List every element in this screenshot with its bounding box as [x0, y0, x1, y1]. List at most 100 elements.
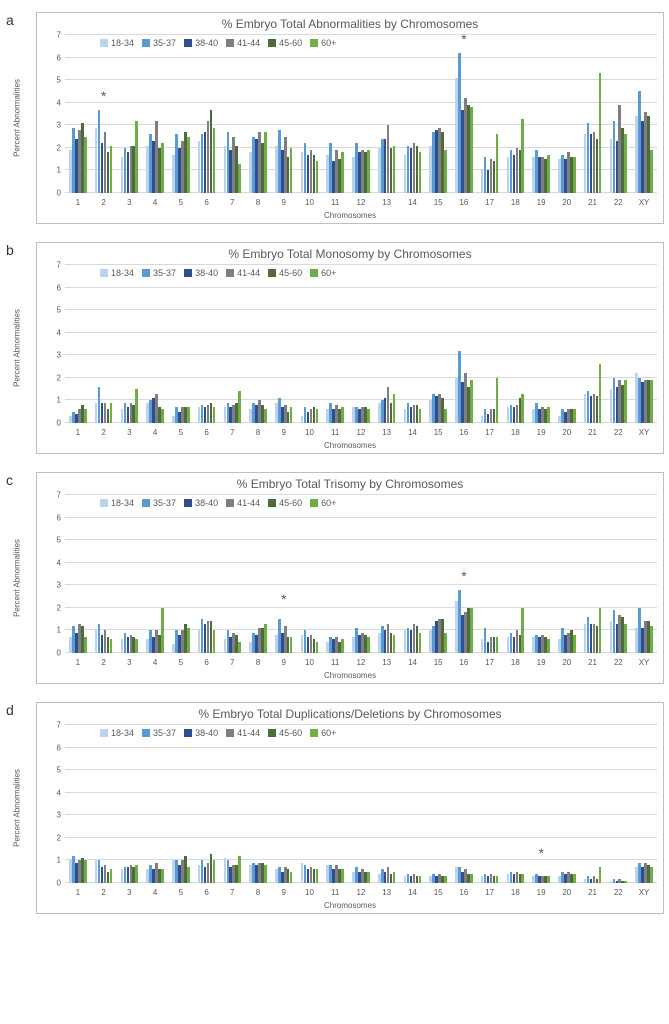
x-tick-label: XY	[631, 198, 657, 207]
bar-group: 6	[194, 725, 220, 883]
bar-group: 3	[116, 725, 142, 883]
bar-group: 11	[322, 495, 348, 653]
legend-item: 38-40	[184, 728, 218, 738]
bar-group: 14	[400, 265, 426, 423]
x-tick-label: 16	[451, 658, 477, 667]
bar-group: 15	[425, 265, 451, 423]
x-tick-label: 12	[348, 658, 374, 667]
legend-item: 38-40	[184, 268, 218, 278]
chart-frame: % Embryo Total Monosomy by ChromosomesPe…	[36, 242, 664, 454]
legend-swatch	[100, 499, 108, 507]
bar	[264, 865, 267, 883]
bar	[110, 639, 113, 653]
x-tick-label: 18	[502, 658, 528, 667]
bar	[521, 394, 524, 423]
x-tick-label: 12	[348, 888, 374, 897]
bar-group: 9	[271, 725, 297, 883]
legend-item: 45-60	[268, 728, 302, 738]
bar-group: 12	[348, 725, 374, 883]
y-tick-label: 3	[43, 811, 61, 820]
legend-label: 60+	[321, 38, 336, 48]
bar	[599, 364, 602, 423]
legend-swatch	[226, 269, 234, 277]
bar-group: 14	[400, 495, 426, 653]
bar	[547, 876, 550, 883]
x-tick-label: 14	[400, 658, 426, 667]
bars-row: 12345678910111213141516171819202122XY	[65, 725, 657, 883]
bar	[547, 155, 550, 193]
plot-area: 0123456712345678910111213141516171819202…	[65, 35, 657, 193]
x-tick-label: 6	[194, 198, 220, 207]
legend-item: 35-37	[142, 498, 176, 508]
bar-group: 14	[400, 725, 426, 883]
bar	[393, 872, 396, 883]
bar-group: 15	[425, 495, 451, 653]
x-tick-label: 6	[194, 658, 220, 667]
bar-group: 18	[502, 265, 528, 423]
bar	[264, 132, 267, 193]
x-tick-label: 16	[451, 888, 477, 897]
bar	[470, 608, 473, 653]
x-tick-label: 4	[142, 198, 168, 207]
x-tick-label: 4	[142, 428, 168, 437]
bar	[444, 150, 447, 193]
bar-group: 7	[219, 725, 245, 883]
bar-group: 20	[554, 725, 580, 883]
y-tick-label: 2	[43, 833, 61, 842]
legend-label: 45-60	[279, 498, 302, 508]
legend-item: 35-37	[142, 268, 176, 278]
bar-group: 9	[271, 35, 297, 193]
bar	[316, 409, 319, 423]
x-tick-label: 2	[91, 428, 117, 437]
bar-group: 2	[91, 495, 117, 653]
x-tick-label: 15	[425, 198, 451, 207]
bar	[419, 409, 422, 423]
bar-group: 19	[528, 265, 554, 423]
bar-group: 5	[168, 495, 194, 653]
x-tick-label: 9	[271, 888, 297, 897]
bar-group: 16	[451, 725, 477, 883]
legend-label: 38-40	[195, 728, 218, 738]
bar	[135, 639, 138, 653]
x-tick-label: 13	[374, 658, 400, 667]
bar-group: 1	[65, 495, 91, 653]
panel-label: a	[6, 12, 14, 28]
legend-label: 41-44	[237, 728, 260, 738]
bar-group: 22	[605, 265, 631, 423]
bar-group: XY	[631, 495, 657, 653]
legend-swatch	[184, 499, 192, 507]
legend-swatch	[100, 269, 108, 277]
bar-group: 20	[554, 495, 580, 653]
legend-swatch	[100, 729, 108, 737]
annotation-asterisk: *	[461, 569, 466, 583]
x-tick-label: 21	[580, 428, 606, 437]
legend-item: 45-60	[268, 268, 302, 278]
y-axis-label: Percent Abnormalities	[13, 769, 22, 847]
bar-group: 5	[168, 35, 194, 193]
bar-group: 15	[425, 725, 451, 883]
y-tick-label: 0	[43, 419, 61, 428]
bar	[367, 872, 370, 883]
bar	[367, 150, 370, 193]
legend-label: 35-37	[153, 728, 176, 738]
x-tick-label: 2	[91, 658, 117, 667]
bar-group: 10	[297, 495, 323, 653]
x-tick-label: XY	[631, 428, 657, 437]
legend-item: 60+	[310, 38, 336, 48]
bar-group: XY	[631, 35, 657, 193]
legend-label: 38-40	[195, 498, 218, 508]
bar	[264, 624, 267, 653]
legend-swatch	[310, 39, 318, 47]
bar	[650, 626, 653, 653]
bar	[316, 642, 319, 653]
legend-item: 45-60	[268, 498, 302, 508]
legend-label: 45-60	[279, 728, 302, 738]
y-tick-label: 1	[43, 626, 61, 635]
legend-item: 60+	[310, 498, 336, 508]
y-tick-label: 6	[43, 743, 61, 752]
chart-title: % Embryo Total Trisomy by Chromosomes	[37, 477, 663, 491]
x-tick-label: 5	[168, 198, 194, 207]
bar-group: 1	[65, 265, 91, 423]
y-tick-label: 3	[43, 581, 61, 590]
bar	[393, 394, 396, 423]
